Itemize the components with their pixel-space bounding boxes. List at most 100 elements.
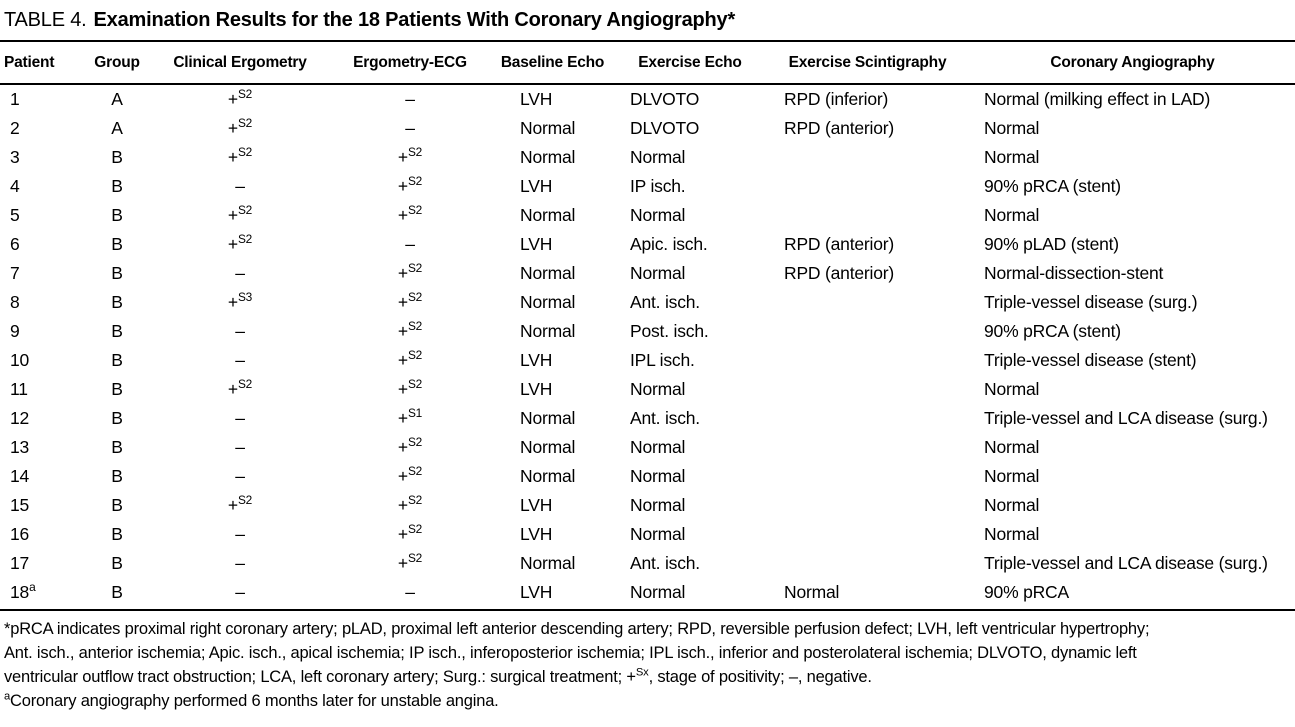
cell-patient: 7 [10,263,20,283]
table-row: 14 B – +S2 Normal Normal Normal [0,462,1295,491]
cell-group: B [111,495,123,515]
cell-ergometry-ecg: – [405,89,415,109]
cell-patient: 10 [10,350,30,370]
cell-ergometry-ecg: +S2 [397,551,423,573]
cell-patient: 14 [10,466,30,486]
cell-group: B [111,292,123,312]
table-row: 16 B – +S2 LVH Normal Normal [0,520,1295,549]
cell-exercise-echo: Normal [630,147,686,167]
column-header-ergometry-ecg: Ergometry-ECG [330,40,490,85]
cell-ergometry-ecg: +S2 [397,493,423,515]
cell-ergometry-ecg: +S2 [397,319,423,341]
cell-group: B [111,350,123,370]
cell-coronary-angiography: Triple-vessel and LCA disease (surg.) [984,553,1268,573]
cell-coronary-angiography: Normal [984,437,1040,457]
cell-baseline-echo: LVH [520,350,553,370]
table-row: 11 B +S2 +S2 LVH Normal Normal [0,375,1295,404]
table-row: 17 B – +S2 Normal Ant. isch. Triple-vessel and… [0,549,1295,578]
cell-patient: 18a [10,580,36,602]
cell-baseline-echo: Normal [520,408,576,428]
cell-clinical-ergometry: +S2 [227,87,253,109]
cell-exercise-scintigraphy [765,491,970,520]
table-row: 6 B +S2 – LVH Apic. isch. RPD (anterior) 90% pL… [0,230,1295,259]
cell-exercise-echo: Normal [630,524,686,544]
table-row: 15 B +S2 +S2 LVH Normal Normal [0,491,1295,520]
cell-exercise-scintigraphy: RPD (inferior) [784,89,889,109]
cell-patient: 15 [10,495,30,515]
cell-exercise-echo: Ant. isch. [630,408,700,428]
cell-group: B [111,234,123,254]
cell-group: A [111,118,123,138]
cell-baseline-echo: Normal [520,205,576,225]
cell-clinical-ergometry: – [235,263,245,283]
table-title: TABLE 4. Examination Results for the 18 … [0,0,1295,40]
cell-clinical-ergometry: – [235,350,245,370]
table-row: 10 B – +S2 LVH IPL isch. Triple-vessel disease… [0,346,1295,375]
cell-ergometry-ecg: +S2 [397,203,423,225]
table-row: 7 B – +S2 Normal Normal RPD (anterior) Normal-d… [0,259,1295,288]
footnote-line: Ant. isch., anterior ischemia; Apic. isc… [4,644,1137,662]
table-row: 4 B – +S2 LVH IP isch. 90% pRCA (stent) [0,172,1295,201]
cell-exercise-echo: Normal [630,466,686,486]
examination-results-table: Patient Group Clinical Ergometry Ergometry-… [0,40,1295,607]
cell-clinical-ergometry: +S2 [227,232,253,254]
cell-patient: 12 [10,408,30,428]
cell-clinical-ergometry: – [235,408,245,428]
cell-coronary-angiography: Normal [984,495,1040,515]
table-row: 2 A +S2 – Normal DLVOTO RPD (anterior) Normal [0,114,1295,143]
column-header-coronary-angiography: Coronary Angiography [970,40,1295,85]
table-row: 18a B – – LVH Normal Normal 90% pRCA [0,578,1295,607]
cell-clinical-ergometry: – [235,582,245,602]
cell-baseline-echo: Normal [520,263,576,283]
cell-exercise-scintigraphy [765,375,970,404]
cell-group: B [111,379,123,399]
cell-ergometry-ecg: – [405,582,415,602]
table-number: TABLE 4. [4,8,87,31]
cell-ergometry-ecg: +S2 [397,290,423,312]
cell-patient: 11 [10,379,28,399]
table-row: 12 B – +S1 Normal Ant. isch. Triple-vessel and… [0,404,1295,433]
cell-ergometry-ecg: +S2 [397,435,423,457]
table-title-text: Examination Results for the 18 Patients … [93,8,736,31]
cell-clinical-ergometry: +S2 [227,377,253,399]
table-row: 1 A +S2 – LVH DLVOTO RPD (inferior) Normal (mil… [0,84,1295,114]
cell-coronary-angiography: Normal [984,524,1040,544]
cell-clinical-ergometry: – [235,321,245,341]
column-header-patient: Patient [0,40,84,85]
cell-exercise-echo: IP isch. [630,176,686,196]
cell-exercise-echo: DLVOTO [630,89,700,109]
cell-ergometry-ecg: +S1 [397,406,423,428]
header-row: Patient Group Clinical Ergometry Ergometry-… [0,40,1295,85]
cell-group: B [111,176,123,196]
cell-coronary-angiography: Normal [984,466,1040,486]
cell-patient: 8 [10,292,20,312]
cell-baseline-echo: Normal [520,466,576,486]
column-header-exercise-scintigraphy: Exercise Scintigraphy [765,40,970,85]
cell-group: B [111,553,123,573]
cell-group: B [111,582,123,602]
cell-coronary-angiography: 90% pRCA [984,582,1069,602]
cell-patient: 4 [10,176,20,196]
column-header-baseline-echo: Baseline Echo [490,40,615,85]
footnote-line: aCoronary angiography performed 6 months… [4,690,499,710]
cell-baseline-echo: Normal [520,553,576,573]
cell-patient: 9 [10,321,20,341]
cell-ergometry-ecg: +S2 [397,522,423,544]
cell-clinical-ergometry: – [235,437,245,457]
cell-ergometry-ecg: +S2 [397,377,423,399]
cell-ergometry-ecg: +S2 [397,261,423,283]
table-row: 9 B – +S2 Normal Post. isch. 90% pRCA (stent) [0,317,1295,346]
cell-exercise-scintigraphy [765,317,970,346]
cell-coronary-angiography: Triple-vessel disease (stent) [984,350,1197,370]
cell-clinical-ergometry: +S2 [227,145,253,167]
cell-exercise-scintigraphy: RPD (anterior) [784,234,895,254]
cell-patient: 16 [10,524,30,544]
column-header-group: Group [84,40,150,85]
cell-exercise-echo: Ant. isch. [630,553,700,573]
cell-patient: 6 [10,234,20,254]
cell-coronary-angiography: Normal [984,379,1040,399]
cell-exercise-scintigraphy: RPD (anterior) [784,118,895,138]
column-header-clinical-ergometry: Clinical Ergometry [150,40,330,85]
cell-coronary-angiography: Normal [984,205,1040,225]
